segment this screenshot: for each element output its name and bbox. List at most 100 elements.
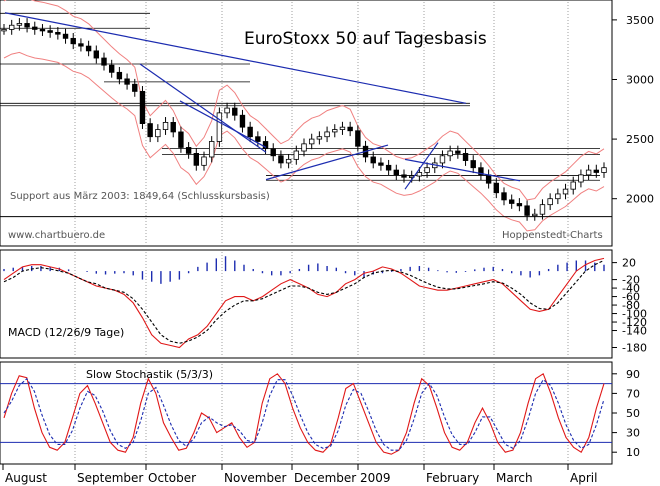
stoch-y-tick-label-1: 30 bbox=[626, 427, 640, 440]
trendline-2 bbox=[179, 100, 267, 148]
price-panel: EuroStoxx 50 auf Tagesbasis Support aus … bbox=[0, 0, 654, 247]
macd-grid bbox=[74, 252, 569, 356]
x-tick-label-0: August bbox=[5, 471, 47, 485]
candle-body-15 bbox=[116, 71, 123, 80]
macd-y-tick-label-7: -140 bbox=[622, 325, 647, 338]
price-panel-frame bbox=[0, 0, 613, 247]
candle-body-66 bbox=[508, 199, 515, 204]
price-title: EuroStoxx 50 auf Tagesbasis bbox=[244, 29, 487, 49]
candle-body-74 bbox=[570, 181, 576, 190]
candle-body-4 bbox=[32, 26, 38, 30]
price-y-tick-label-1: 2500 bbox=[626, 133, 654, 146]
candle-body-18 bbox=[139, 91, 146, 124]
candle-body-70 bbox=[539, 204, 546, 215]
candle-body-40 bbox=[308, 138, 315, 145]
stochastic-y-axis: 10 30 50 70 90 bbox=[612, 368, 640, 459]
candle-body-19 bbox=[147, 123, 153, 138]
candle-body-49 bbox=[378, 162, 384, 166]
macd-y-tick-label-2: -40 bbox=[622, 282, 640, 295]
stoch-y-tick-label-3: 70 bbox=[626, 387, 640, 400]
candle-body-61 bbox=[470, 160, 476, 169]
candle-body-65 bbox=[501, 192, 507, 201]
macd-y-tick-label-4: -80 bbox=[622, 299, 640, 312]
stoch-series-1 bbox=[3, 377, 605, 451]
candle-body-69 bbox=[532, 213, 538, 217]
x-tick-label-1: September bbox=[77, 471, 143, 485]
candle-body-41 bbox=[316, 136, 323, 140]
candle-body-20 bbox=[155, 129, 161, 138]
candle-body-59 bbox=[455, 150, 461, 154]
macd-y-tick-label-8: -180 bbox=[622, 342, 647, 355]
candle-body-38 bbox=[293, 150, 300, 160]
candle-body-2 bbox=[16, 23, 23, 26]
price-y-tick-label-3: 3500 bbox=[626, 14, 654, 27]
candle-body-46 bbox=[355, 130, 361, 147]
candle-body-9 bbox=[70, 37, 76, 45]
candle-body-72 bbox=[555, 193, 561, 200]
candle-body-14 bbox=[108, 64, 115, 73]
macd-y-axis: 20 -20-40-60-80-100-120-140 -180 bbox=[612, 257, 647, 355]
support-annotation: Support aus März 2003: 1849,64 (Schlussk… bbox=[10, 191, 270, 202]
candle-body-67 bbox=[516, 203, 523, 207]
candle-body-58 bbox=[447, 150, 453, 157]
candle-body-16 bbox=[124, 78, 130, 85]
macd-panel-frame bbox=[0, 249, 613, 359]
candle-body-24 bbox=[185, 147, 192, 154]
price-y-axis: 2000 2500 3000 3500 bbox=[612, 14, 654, 206]
candle-body-78 bbox=[601, 167, 607, 173]
candle-body-54 bbox=[416, 172, 423, 177]
x-tick-label-4: December bbox=[294, 471, 356, 485]
candle-body-34 bbox=[262, 141, 269, 150]
candle-body-39 bbox=[301, 143, 307, 152]
candle-body-26 bbox=[201, 156, 207, 166]
macd-lines bbox=[3, 257, 605, 349]
candle-body-73 bbox=[562, 188, 569, 195]
candle-body-10 bbox=[78, 43, 84, 47]
candle-body-30 bbox=[232, 107, 238, 116]
candle-body-57 bbox=[439, 155, 446, 164]
trendline-1 bbox=[139, 63, 267, 153]
candle-body-42 bbox=[324, 131, 330, 138]
candle-body-0 bbox=[1, 29, 7, 32]
source-left: www.chartbuero.de bbox=[8, 230, 105, 241]
candle-body-31 bbox=[239, 114, 246, 128]
candle-body-8 bbox=[62, 33, 69, 39]
candle-body-28 bbox=[216, 112, 223, 142]
candle-body-22 bbox=[170, 122, 176, 133]
trendline-4 bbox=[404, 142, 439, 190]
candle-body-50 bbox=[385, 164, 392, 171]
stoch-y-tick-label-0: 10 bbox=[626, 446, 640, 459]
stochastic-grid bbox=[74, 364, 569, 462]
candle-body-23 bbox=[178, 131, 184, 148]
macd-title: MACD (12/26/9 Tage) bbox=[8, 326, 124, 339]
x-tick-label-8: April bbox=[570, 471, 597, 485]
x-tick-label-5: 2009 bbox=[360, 471, 391, 485]
candle-body-11 bbox=[85, 45, 92, 52]
candle-body-17 bbox=[132, 83, 138, 92]
candle-body-21 bbox=[162, 122, 169, 130]
candle-body-63 bbox=[485, 174, 492, 184]
price-candles bbox=[1, 18, 607, 221]
candle-body-55 bbox=[424, 167, 430, 173]
candle-body-1 bbox=[8, 24, 15, 30]
stoch-y-tick-label-2: 50 bbox=[626, 407, 640, 420]
candle-body-52 bbox=[401, 174, 407, 178]
macd-y-tick-label-3: -60 bbox=[622, 291, 640, 304]
candle-body-45 bbox=[347, 126, 353, 132]
trendline-5 bbox=[404, 158, 521, 182]
macd-y-tick-label-0: 20 bbox=[622, 257, 636, 270]
candle-body-71 bbox=[547, 198, 553, 206]
candle-body-44 bbox=[339, 126, 346, 130]
candle-body-7 bbox=[55, 31, 61, 35]
price-trendlines bbox=[4, 12, 521, 190]
candle-body-37 bbox=[285, 158, 292, 164]
candle-body-64 bbox=[493, 182, 500, 194]
candle-body-75 bbox=[578, 174, 584, 183]
macd-panel: MACD (12/26/9 Tage) 20-20-40-60-80-100-1… bbox=[0, 249, 647, 359]
candle-body-6 bbox=[47, 30, 53, 33]
macd-y-tick-label-6: -120 bbox=[622, 316, 647, 329]
candle-body-36 bbox=[278, 155, 284, 164]
candle-body-51 bbox=[393, 169, 400, 176]
macd-y-tick-label-1: -20 bbox=[622, 274, 640, 287]
